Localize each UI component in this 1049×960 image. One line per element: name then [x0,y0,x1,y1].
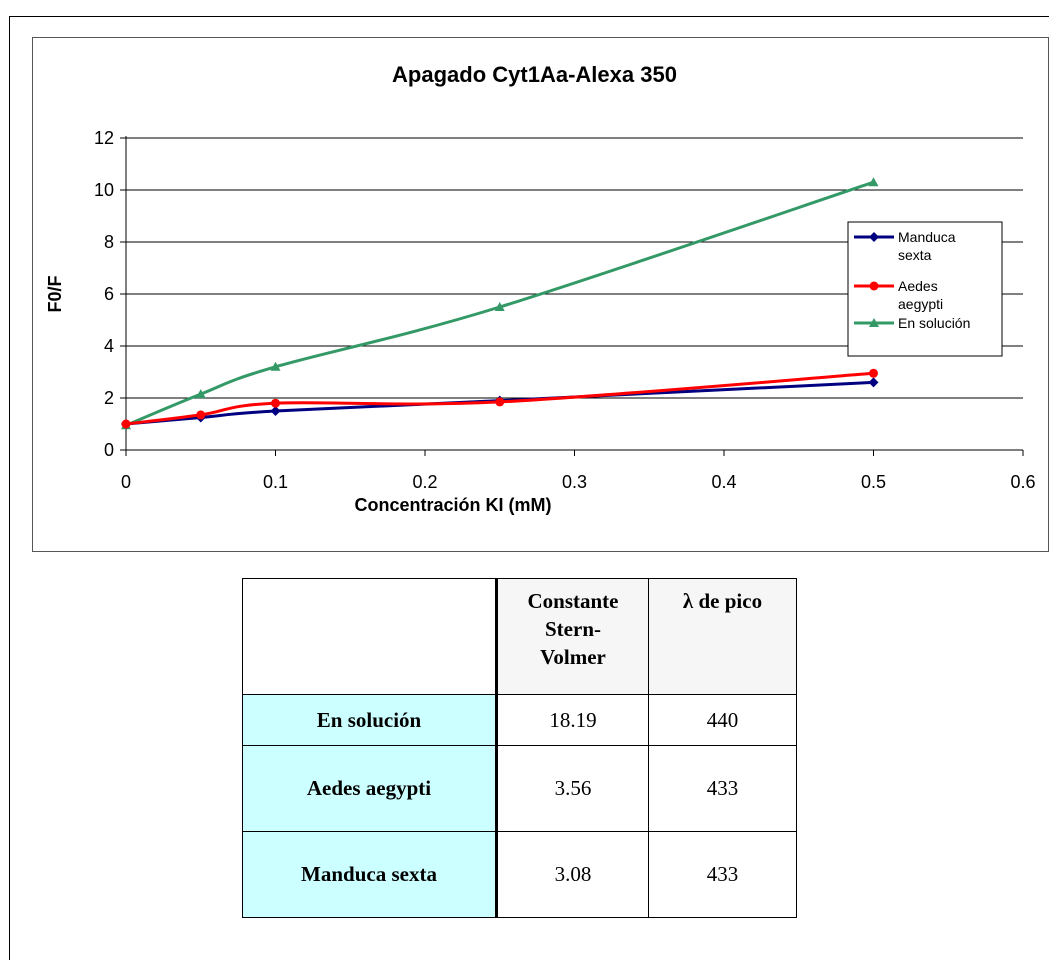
chart-title: Apagado Cyt1Aa-Alexa 350 [392,62,677,87]
page-frame [9,16,1049,960]
data-point [868,177,879,187]
y-tick-label: 4 [104,336,114,356]
y-tick-label: 2 [104,388,114,408]
x-tick-label: 0.3 [562,472,587,492]
legend-label: Manduca [898,229,956,245]
chart-area: Apagado Cyt1Aa-Alexa 350 0 2 4 6 8 10 12 0 0.1 0.2… [32,37,1049,552]
table-row: Aedes aegypti 3.56 433 [242,745,797,832]
x-axis-label: Concentración KI (mM) [354,495,551,515]
y-tick-label: 12 [94,128,114,148]
header-constant-line: Constante [527,589,619,613]
y-tick-label: 0 [104,440,114,460]
row-label: En solución [242,694,498,746]
data-point [868,377,879,388]
cell-constant: 18.19 [496,694,649,746]
data-point [195,389,206,399]
row-label: Aedes aegypti [242,745,498,832]
x-tick-label: 0 [121,472,131,492]
line-chart: Apagado Cyt1Aa-Alexa 350 0 2 4 6 8 10 12 0 0.1 0.2… [45,62,1036,515]
table-header-peak: λ de pico [648,578,797,695]
y-tick-label: 8 [104,232,114,252]
x-tick-label: 0.1 [263,472,288,492]
table-header-constant: Constante Stern- Volmer [496,578,649,695]
y-tick-label: 10 [94,180,114,200]
cell-constant: 3.56 [496,745,649,832]
x-tick-label: 0.5 [861,472,886,492]
x-tick-label: 0.2 [412,472,437,492]
data-point [271,398,280,408]
x-tick-label: 0.4 [711,472,736,492]
data-point [495,397,505,407]
data-point [270,361,281,371]
header-constant-line: Volmer [540,645,606,669]
cell-peak: 433 [648,745,797,832]
legend-marker [869,318,879,327]
data-point [121,419,131,429]
legend-label: Aedes [898,278,938,294]
legend-label: sexta [898,247,932,263]
row-label: Manduca sexta [242,831,498,918]
data-point [869,368,878,378]
data-point [270,406,281,416]
legend-label: aegypti [898,296,943,312]
y-tick-label: 6 [104,284,114,304]
cell-constant: 3.08 [496,831,649,918]
header-peak-line: λ de pico [682,589,763,613]
stern-volmer-table: Constante Stern- Volmer λ de pico En sol… [242,578,797,918]
data-point [494,302,505,311]
legend-label: En solución [898,315,970,331]
data-point [196,410,206,420]
cell-peak: 440 [648,694,797,746]
table-row: Manduca sexta 3.08 433 [242,831,797,918]
table-header-row: Constante Stern- Volmer λ de pico [242,578,797,695]
cell-peak: 433 [648,831,797,918]
table-row: En solución 18.19 440 [242,694,797,746]
header-constant-line: Stern- [545,617,601,641]
legend-marker [869,281,879,291]
legend-marker [869,232,879,242]
x-tick-label: 0.6 [1010,472,1035,492]
y-axis-label: F0/F [45,275,65,312]
table-header-blank [242,578,498,695]
